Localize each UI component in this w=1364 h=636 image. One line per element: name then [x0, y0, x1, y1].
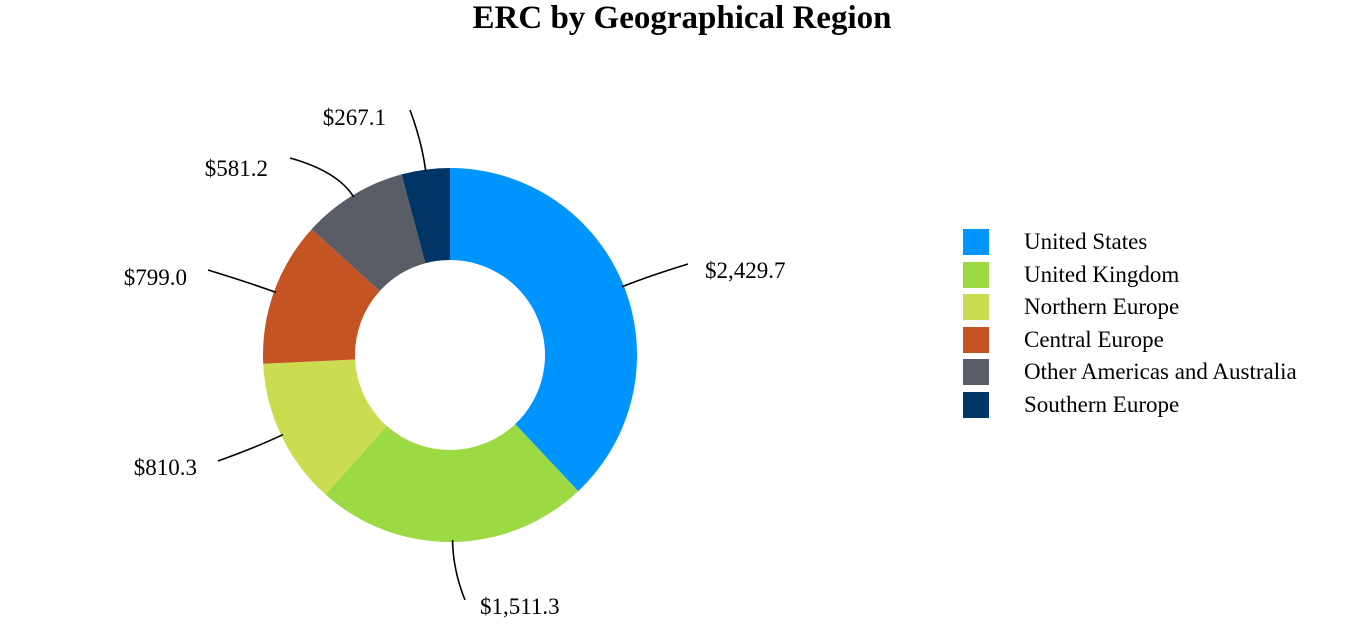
legend-swatch: [963, 326, 989, 353]
donut-slice-united-states: [450, 168, 637, 492]
legend-item: Southern Europe: [963, 389, 1297, 422]
legend-label: Other Americas and Australia: [1024, 359, 1297, 385]
legend-label: Southern Europe: [1024, 391, 1180, 417]
legend-item: Other Americas and Australia: [963, 356, 1297, 389]
legend-label: United States: [1024, 229, 1148, 255]
data-label: $810.3: [134, 455, 197, 480]
legend-label: United Kingdom: [1024, 261, 1180, 287]
donut-slice-other-americas-and-australia: [311, 174, 426, 292]
chart-title: ERC by Geographical Region: [472, 0, 892, 36]
leader-line: [217, 433, 284, 462]
legend-swatch: [963, 294, 989, 321]
leader-line: [207, 269, 277, 294]
donut-slice-southern-europe: [401, 168, 450, 264]
legend-swatch: [963, 261, 989, 288]
legend-item: United Kingdom: [963, 259, 1297, 292]
donut-slice-united-kingdom: [325, 424, 579, 543]
donut-slice-central-europe: [263, 229, 380, 364]
data-label: $799.0: [124, 265, 187, 290]
data-label: $581.2: [205, 156, 268, 181]
data-label: $267.1: [323, 105, 386, 130]
legend-label: Northern Europe: [1024, 294, 1180, 320]
leader-line: [621, 263, 689, 288]
leader-line: [289, 157, 355, 198]
legend-item: United States: [963, 226, 1297, 259]
legend-swatch: [963, 391, 989, 418]
donut-slice-northern-europe: [263, 359, 387, 495]
legend-item: Northern Europe: [963, 291, 1297, 324]
legend-item: Central Europe: [963, 324, 1297, 357]
leader-line: [451, 539, 466, 601]
data-label: $2,429.7: [705, 258, 786, 283]
data-label: $1,511.3: [480, 594, 560, 619]
legend-swatch: [963, 359, 989, 386]
legend-label: Central Europe: [1024, 326, 1164, 352]
legend-swatch: [963, 229, 989, 256]
leader-line: [409, 109, 427, 172]
legend: United States United Kingdom Northern Euro…: [963, 226, 1297, 421]
